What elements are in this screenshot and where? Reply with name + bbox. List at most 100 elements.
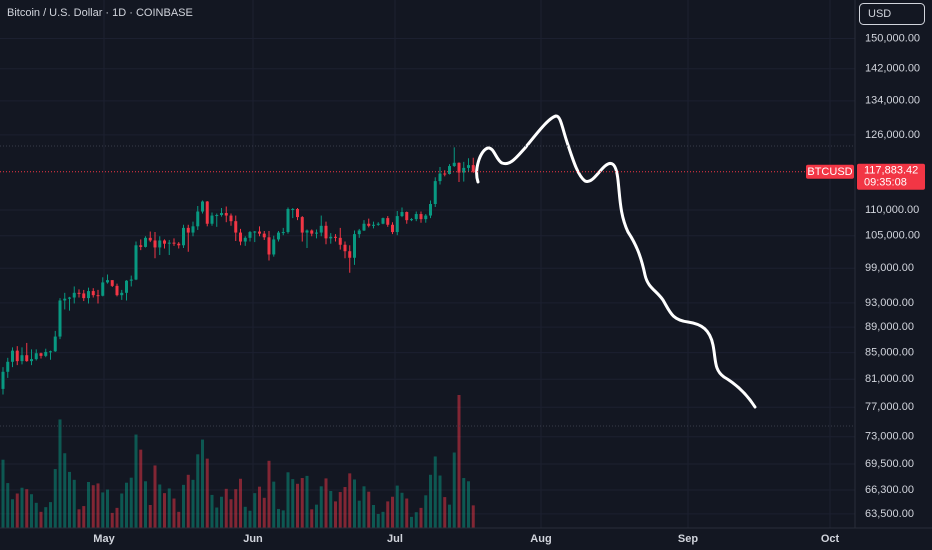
chart-title: Bitcoin / U.S. Dollar · 1D · COINBASE — [7, 7, 193, 19]
volume-bar — [376, 513, 380, 528]
candle-body — [201, 201, 204, 212]
volume-bar — [248, 510, 252, 528]
volume-bar — [296, 483, 299, 528]
volume-bar — [196, 454, 200, 528]
volume-bar — [177, 511, 181, 528]
volume-bar — [267, 460, 271, 528]
volume-bar — [101, 492, 105, 528]
volume-bar — [457, 395, 461, 528]
candle-body — [153, 240, 157, 248]
candle-body — [186, 227, 190, 233]
currency-button[interactable] — [859, 3, 925, 25]
volume-bar — [443, 497, 447, 528]
volume-bar — [224, 488, 228, 528]
candle-body — [229, 215, 233, 222]
volume-bar — [201, 439, 204, 528]
volume-bar — [15, 493, 19, 528]
candle-body — [286, 208, 290, 233]
volume-bar — [386, 501, 390, 528]
candle-body — [215, 215, 219, 217]
volume-bar — [310, 509, 314, 528]
volume-bar — [110, 512, 114, 528]
volume-bar — [148, 504, 152, 528]
candle-body — [296, 208, 299, 218]
volume-bar — [253, 493, 257, 528]
volume-bar — [429, 474, 432, 528]
y-tick-label: 85,000.00 — [865, 347, 914, 359]
volume-bar — [49, 502, 52, 528]
candle-body — [452, 162, 456, 167]
volume-bar — [272, 481, 276, 528]
y-tick-label: 110,000.00 — [865, 204, 919, 216]
y-tick-label: 134,000.00 — [865, 95, 920, 107]
candle-body — [210, 215, 214, 224]
volume-bar — [405, 498, 409, 528]
candle-body — [324, 225, 328, 239]
volume-bar — [281, 510, 285, 528]
volume-bar — [172, 498, 176, 528]
candle-body — [182, 227, 185, 246]
y-tick-label: 89,000.00 — [865, 321, 914, 333]
volume-pane — [1, 395, 475, 528]
volume-bar — [11, 499, 14, 528]
candle-body — [386, 218, 390, 225]
volume-bar — [353, 479, 356, 528]
volume-bar — [34, 502, 38, 528]
volume-bar — [424, 495, 428, 528]
volume-bar — [348, 473, 352, 528]
y-tick-label: 105,000.00 — [865, 230, 920, 242]
candle-body — [243, 237, 247, 242]
volume-bar — [438, 475, 442, 528]
candle-body — [110, 280, 114, 286]
volume-bar — [471, 505, 475, 528]
volume-bar — [20, 487, 24, 528]
candle-body — [58, 300, 62, 337]
volume-bar — [144, 481, 147, 528]
candle-body — [395, 216, 399, 233]
y-tick-label: 150,000.00 — [865, 32, 920, 44]
y-tick-label: 66,300.00 — [865, 484, 914, 496]
candle-body — [49, 351, 52, 353]
price-axis — [855, 0, 932, 550]
volume-bar — [125, 482, 128, 528]
volume-bar — [63, 453, 67, 528]
candle-body — [148, 237, 152, 241]
volume-bar — [215, 507, 219, 528]
candle-body — [196, 211, 200, 227]
candle-body — [163, 240, 166, 244]
candle-body — [334, 236, 337, 238]
volume-bar — [191, 479, 195, 528]
volume-bar — [96, 483, 100, 528]
volume-bar — [44, 507, 48, 528]
candle-body — [438, 173, 442, 182]
candle-body — [134, 245, 138, 280]
volume-bar — [324, 478, 328, 528]
volume-bar — [139, 449, 143, 528]
candle-body — [429, 203, 432, 216]
volume-bar — [39, 511, 43, 528]
volume-bar — [163, 493, 166, 528]
volume-bar — [381, 511, 385, 528]
candle-body — [177, 243, 181, 246]
candle-body — [376, 223, 380, 225]
candle-body — [410, 219, 413, 221]
volume-bar — [391, 496, 394, 528]
candle-body — [125, 280, 128, 293]
volume-bar — [400, 492, 404, 528]
currency-label[interactable]: USD — [868, 8, 891, 20]
candle-body — [234, 221, 238, 233]
candle-body — [101, 282, 105, 296]
last-price-label: 117,883.42 — [864, 165, 918, 177]
candle-body — [443, 173, 447, 175]
volume-bar — [343, 487, 347, 528]
candle-body — [20, 355, 24, 362]
volume-bar — [291, 479, 295, 528]
candle-body — [6, 361, 10, 372]
volume-bar — [395, 485, 399, 528]
volume-bar — [467, 481, 470, 528]
countdown-label: 09:35:08 — [864, 177, 907, 189]
y-tick-label: 63,500.00 — [865, 508, 914, 520]
candle-body — [462, 167, 466, 173]
x-tick-label: Aug — [530, 533, 551, 545]
